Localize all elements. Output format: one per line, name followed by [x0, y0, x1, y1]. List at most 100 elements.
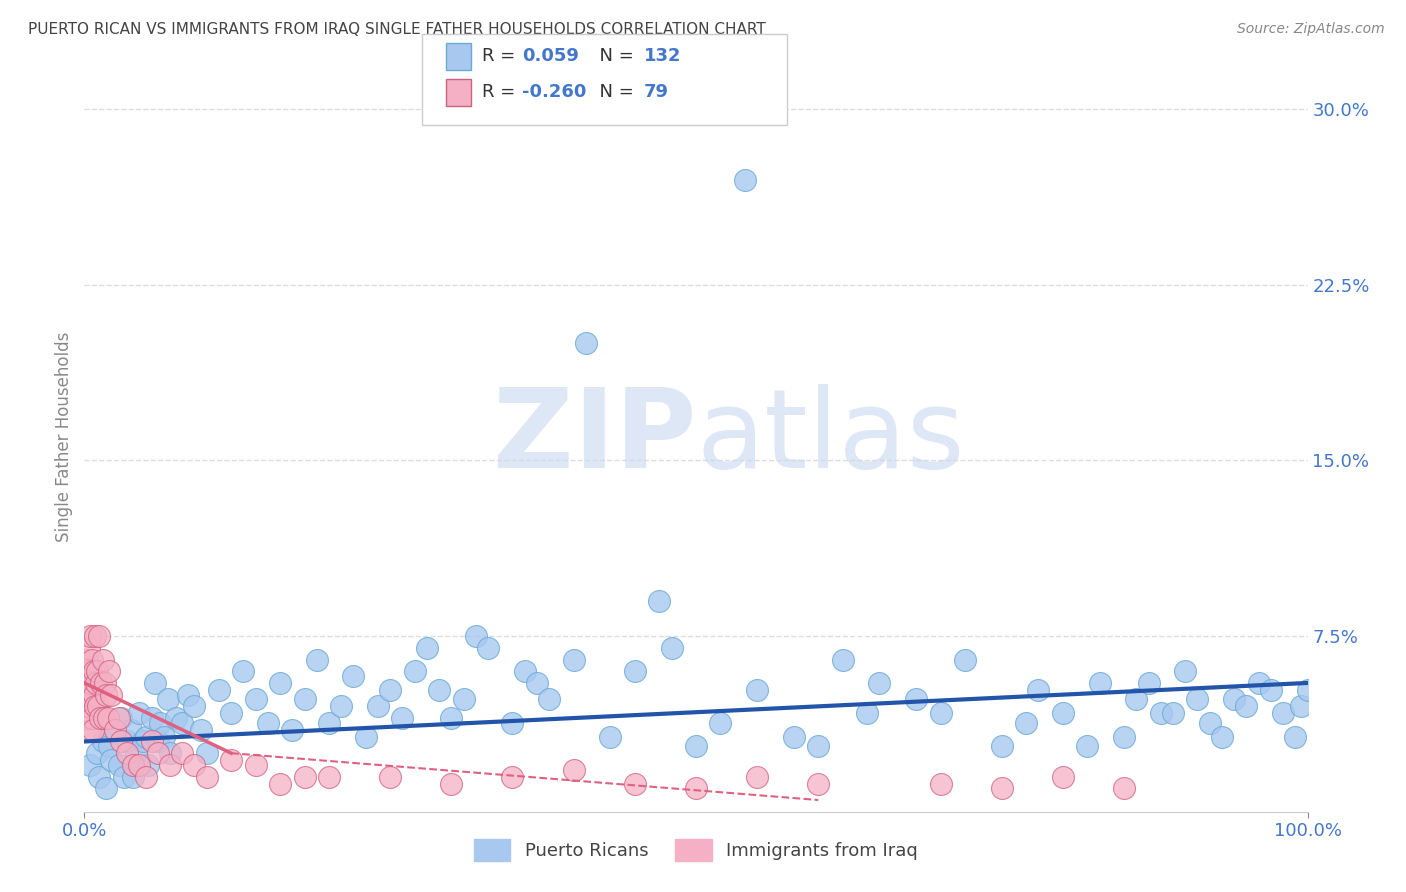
- Point: [1125, 692, 1147, 706]
- Point: [156, 692, 179, 706]
- Point: [77, 664, 100, 679]
- Point: [122, 770, 145, 784]
- Y-axis label: Single Father Households: Single Father Households: [55, 332, 73, 542]
- Point: [1247, 676, 1270, 690]
- Point: [318, 715, 340, 730]
- Point: [526, 676, 548, 690]
- Point: [135, 770, 157, 784]
- Legend: Puerto Ricans, Immigrants from Iraq: Puerto Ricans, Immigrants from Iraq: [465, 830, 927, 870]
- Point: [97, 711, 120, 725]
- Point: [83, 664, 105, 679]
- Point: [87, 629, 110, 643]
- Point: [245, 692, 267, 706]
- Text: N =: N =: [588, 47, 640, 65]
- Point: [80, 652, 103, 666]
- Point: [149, 715, 172, 730]
- Point: [1076, 739, 1098, 753]
- Point: [79, 629, 101, 643]
- Point: [502, 770, 524, 784]
- Point: [136, 758, 159, 772]
- Point: [132, 734, 155, 748]
- Point: [96, 781, 118, 796]
- Point: [183, 758, 205, 772]
- Point: [294, 692, 316, 706]
- Point: [354, 730, 377, 744]
- Point: [685, 739, 707, 753]
- Point: [80, 676, 103, 690]
- Point: [96, 688, 118, 702]
- Point: [115, 746, 138, 760]
- Point: [734, 172, 756, 186]
- Point: [219, 753, 242, 767]
- Point: [79, 723, 101, 737]
- Point: [1272, 706, 1295, 721]
- Point: [107, 711, 129, 725]
- Point: [624, 776, 647, 791]
- Point: [115, 734, 138, 748]
- Point: [648, 594, 671, 608]
- Point: [1296, 683, 1319, 698]
- Text: PUERTO RICAN VS IMMIGRANTS FROM IRAQ SINGLE FATHER HOUSEHOLDS CORRELATION CHART: PUERTO RICAN VS IMMIGRANTS FROM IRAQ SIN…: [28, 22, 766, 37]
- Text: 0.059: 0.059: [522, 47, 578, 65]
- Point: [783, 730, 806, 744]
- Text: R =: R =: [482, 47, 522, 65]
- Point: [79, 758, 101, 772]
- Point: [87, 770, 110, 784]
- Point: [1137, 676, 1160, 690]
- Point: [1236, 699, 1258, 714]
- Point: [153, 730, 176, 744]
- Point: [257, 715, 280, 730]
- Point: [91, 734, 114, 748]
- Point: [190, 723, 212, 737]
- Point: [1052, 706, 1074, 721]
- Point: [831, 652, 853, 666]
- Point: [245, 758, 267, 772]
- Point: [107, 758, 129, 772]
- Text: N =: N =: [588, 83, 640, 102]
- Point: [128, 758, 150, 772]
- Point: [953, 652, 976, 666]
- Point: [219, 706, 242, 721]
- Point: [87, 699, 110, 714]
- Point: [195, 746, 218, 760]
- Point: [122, 758, 145, 772]
- Point: [1015, 715, 1038, 730]
- Point: [84, 676, 107, 690]
- Point: [1291, 699, 1313, 714]
- Point: [1198, 715, 1220, 730]
- Point: [305, 652, 328, 666]
- Point: [172, 746, 194, 760]
- Text: R =: R =: [482, 83, 522, 102]
- Point: [747, 683, 769, 698]
- Point: [125, 746, 148, 760]
- Point: [269, 776, 291, 791]
- Text: atlas: atlas: [696, 384, 965, 491]
- Point: [93, 711, 115, 725]
- Point: [281, 723, 304, 737]
- Point: [464, 629, 486, 643]
- Point: [94, 676, 117, 690]
- Point: [83, 629, 105, 643]
- Point: [391, 711, 413, 725]
- Point: [427, 683, 450, 698]
- Point: [1114, 781, 1136, 796]
- Point: [562, 763, 585, 777]
- Point: [75, 676, 97, 690]
- Point: [195, 770, 218, 784]
- Point: [84, 699, 107, 714]
- Point: [77, 640, 100, 655]
- Point: [172, 715, 194, 730]
- Point: [1161, 706, 1184, 721]
- Point: [97, 664, 120, 679]
- Text: 79: 79: [644, 83, 669, 102]
- Point: [747, 770, 769, 784]
- Text: Source: ZipAtlas.com: Source: ZipAtlas.com: [1237, 22, 1385, 37]
- Point: [83, 688, 105, 702]
- Point: [624, 664, 647, 679]
- Point: [929, 776, 952, 791]
- Point: [1260, 683, 1282, 698]
- Text: -0.260: -0.260: [522, 83, 586, 102]
- Point: [416, 640, 439, 655]
- Point: [91, 652, 114, 666]
- Point: [575, 336, 598, 351]
